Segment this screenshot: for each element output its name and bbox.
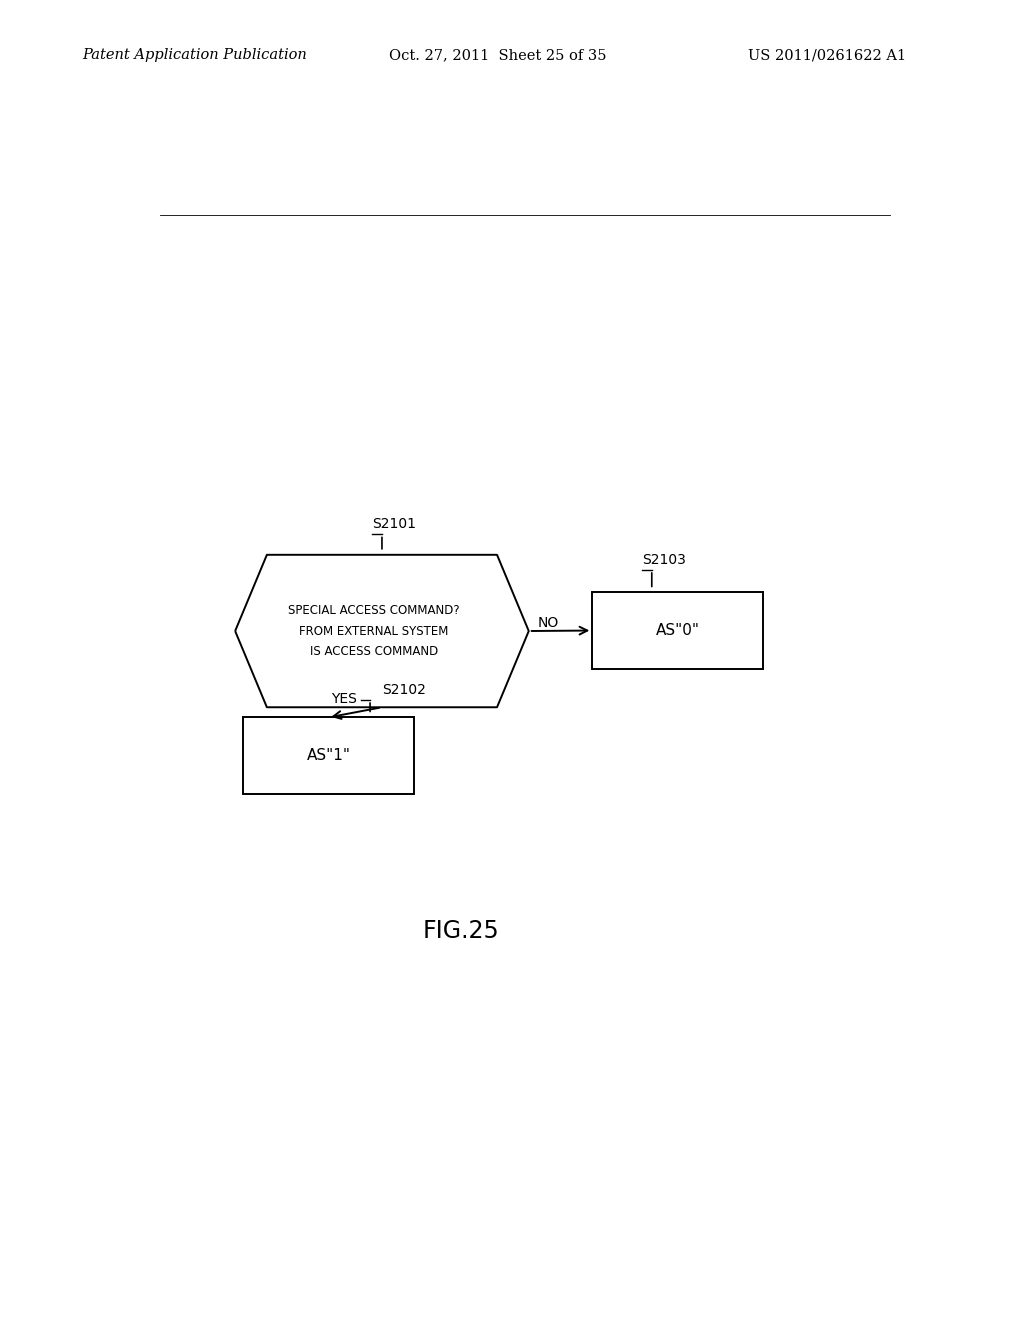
Text: S2102: S2102 [382, 682, 426, 697]
Text: S2103: S2103 [642, 553, 686, 568]
Text: US 2011/0261622 A1: US 2011/0261622 A1 [748, 49, 905, 62]
Text: IS ACCESS COMMAND: IS ACCESS COMMAND [310, 645, 438, 657]
Text: Patent Application Publication: Patent Application Publication [82, 49, 306, 62]
Text: SPECIAL ACCESS COMMAND?: SPECIAL ACCESS COMMAND? [288, 605, 460, 618]
Text: FROM EXTERNAL SYSTEM: FROM EXTERNAL SYSTEM [299, 624, 449, 638]
Text: S2101: S2101 [372, 517, 416, 532]
Text: AS"0": AS"0" [655, 623, 699, 638]
Text: FIG.25: FIG.25 [423, 919, 500, 942]
Text: NO: NO [538, 616, 559, 630]
Text: AS"1": AS"1" [306, 748, 350, 763]
Text: YES: YES [331, 692, 357, 706]
FancyBboxPatch shape [243, 718, 414, 793]
Text: Oct. 27, 2011  Sheet 25 of 35: Oct. 27, 2011 Sheet 25 of 35 [389, 49, 606, 62]
FancyBboxPatch shape [592, 593, 763, 669]
